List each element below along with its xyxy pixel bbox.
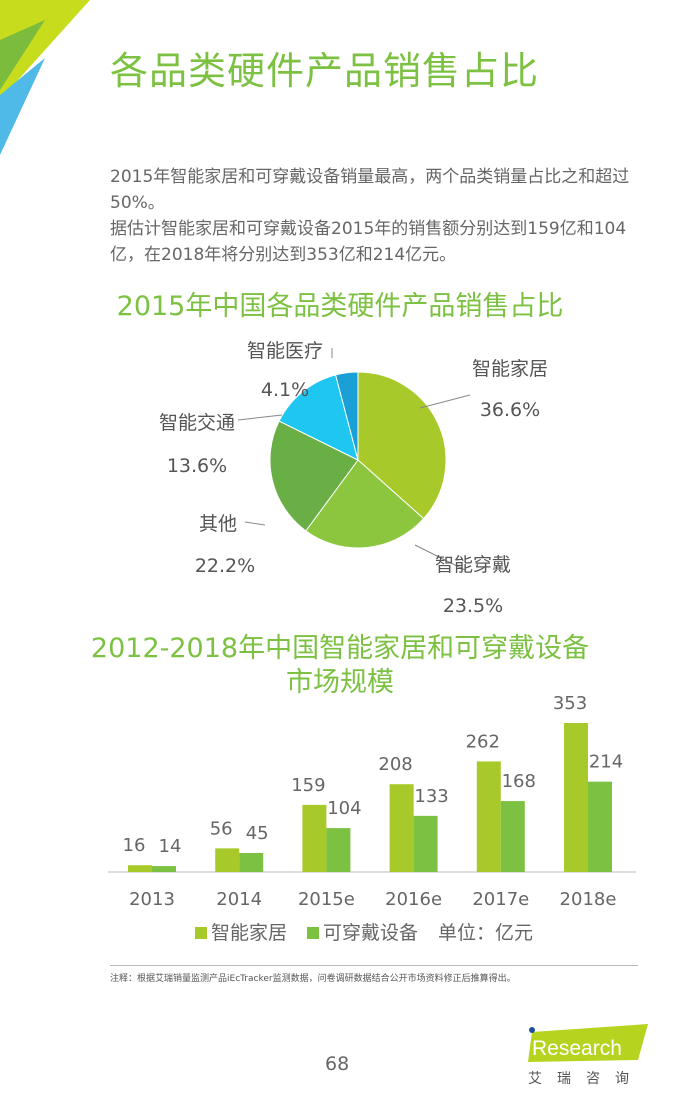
- pie-slice: [334, 371, 359, 461]
- pie-slice: [278, 374, 359, 461]
- bar: [413, 815, 438, 872]
- bar: [326, 828, 351, 872]
- pie-slice: [305, 459, 425, 549]
- bar: [588, 781, 612, 872]
- iresearch-logo: Research: [528, 1024, 648, 1062]
- bar: [128, 865, 152, 872]
- slice-label: 其他: [199, 513, 237, 535]
- bar-title: 2012-2018年中国智能家居和可穿戴设备市场规模: [90, 633, 590, 698]
- pie-slice: [269, 420, 359, 532]
- bar: [152, 866, 176, 872]
- bar: [476, 761, 501, 872]
- bar-value-label: 14: [159, 836, 182, 857]
- logo-cn-text: 艾瑞咨询: [528, 1071, 644, 1087]
- leader-line: [414, 544, 466, 571]
- legend: 智能家居 可穿戴设备 单位：亿元: [195, 918, 533, 945]
- bar-value-label: 133: [414, 786, 448, 807]
- bar-value-label: 214: [589, 752, 623, 773]
- bar-value-label: 353: [553, 693, 587, 714]
- legend-item: 可穿戴设备: [307, 918, 418, 945]
- bar: [389, 784, 414, 872]
- page-number: 68: [325, 1053, 350, 1075]
- bar: [302, 804, 327, 872]
- slice-label: 智能交通: [159, 412, 235, 434]
- bar: [500, 801, 525, 872]
- bar-value-label: 45: [246, 823, 269, 844]
- bar-value-label: 159: [291, 775, 325, 796]
- leader-line: [237, 414, 283, 421]
- slice-value: 13.6%: [167, 455, 227, 477]
- bar-value-label: 262: [466, 731, 500, 752]
- svg-text:Research: Research: [532, 1037, 622, 1060]
- x-tick-label: 2017e: [472, 889, 529, 910]
- slice-value: 36.6%: [480, 399, 540, 421]
- slice-label: 智能医疗: [247, 340, 323, 362]
- footnote: 注释：根据艾瑞销量监测产品iEcTracker监测数据，问卷调研数据结合公开市场…: [110, 974, 516, 984]
- x-tick-label: 2018e: [560, 889, 617, 910]
- summary-line: 2015年智能家居和可穿戴设备销量最高，两个品类销量占比之和超过50%。: [110, 167, 630, 213]
- pie-slice: [357, 371, 447, 520]
- slice-label: 智能家居: [472, 358, 548, 380]
- legend-item: 智能家居: [195, 918, 287, 945]
- x-tick-label: 2013: [129, 889, 175, 910]
- leader-line: [419, 394, 471, 409]
- slice-value: 4.1%: [261, 379, 309, 401]
- page-title: 各品类硬件产品销售占比: [110, 49, 540, 93]
- leader-line: [244, 521, 266, 526]
- pie-title: 2015年中国各品类硬件产品销售占比: [116, 291, 564, 322]
- slice-value: 22.2%: [195, 555, 255, 577]
- bar-value-label: 16: [123, 835, 146, 856]
- unit-label: 单位：亿元: [438, 922, 534, 944]
- summary-line: 据估计智能家居和可穿戴设备2015年的销售额分别达到159亿和104亿，在201…: [110, 219, 627, 265]
- bar-value-label: 56: [210, 818, 233, 839]
- slice-label: 智能穿戴: [435, 554, 511, 576]
- bar-value-label: 208: [378, 754, 412, 775]
- bar: [239, 853, 264, 872]
- bar: [564, 723, 588, 872]
- bar: [215, 848, 240, 872]
- slice-value: 23.5%: [443, 595, 503, 617]
- x-tick-label: 2016e: [385, 889, 442, 910]
- bar-value-label: 168: [502, 771, 536, 792]
- bar-value-label: 104: [327, 798, 361, 819]
- divider: [110, 965, 638, 966]
- x-tick-label: 2015e: [298, 889, 355, 910]
- x-tick-label: 2014: [216, 889, 262, 910]
- summary-text: 2015年智能家居和可穿戴设备销量最高，两个品类销量占比之和超过50%。 据估计…: [110, 164, 650, 268]
